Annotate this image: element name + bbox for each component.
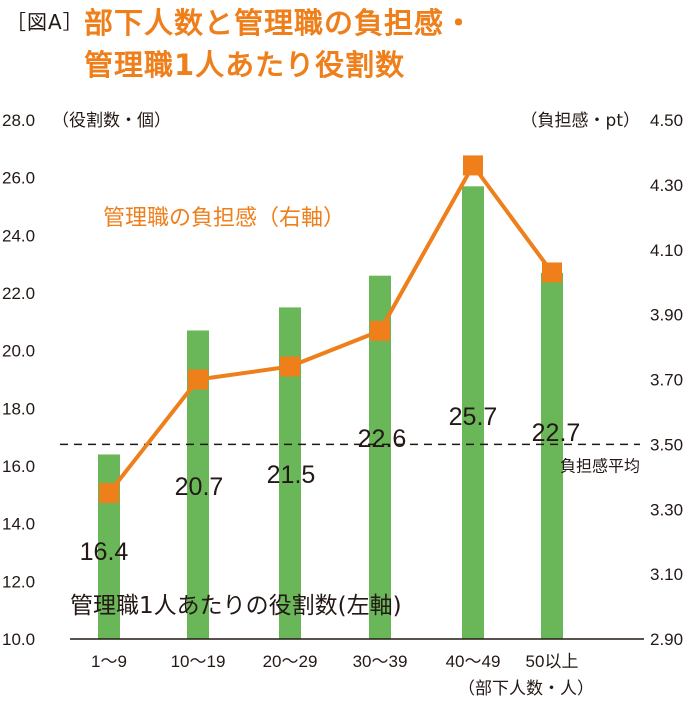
- chart-title-line-1: 部下人数と管理職の負担感・: [84, 6, 475, 40]
- chart-title-line-2: 管理職1人あたり役割数: [84, 48, 406, 82]
- bar-value-label: 21.5: [267, 461, 316, 489]
- figure-label: ［図A］: [6, 10, 84, 34]
- line-marker: [370, 320, 390, 341]
- left-axis-tick-label: 14.0: [2, 515, 35, 534]
- right-axis-tick-label: 4.30: [650, 176, 683, 195]
- x-axis-category-label: 50以上: [526, 652, 579, 671]
- line-marker: [463, 155, 483, 176]
- bar: [279, 307, 301, 639]
- x-axis-category-label: 1〜9: [91, 652, 127, 671]
- line-marker: [280, 356, 300, 377]
- right-axis-tick-label: 2.90: [650, 630, 683, 649]
- line-marker: [99, 483, 119, 504]
- x-axis-category-label: 40〜49: [446, 652, 501, 671]
- right-axis-tick-label: 3.90: [650, 306, 683, 325]
- bar: [369, 275, 391, 639]
- right-axis-label: （負担感・pt）: [521, 111, 640, 131]
- bar-value-label: 22.6: [358, 425, 407, 453]
- x-axis-category-label: 10〜19: [171, 652, 226, 671]
- right-axis-tick-label: 3.70: [650, 371, 683, 390]
- left-axis-tick-label: 26.0: [2, 169, 35, 188]
- bar: [462, 186, 484, 640]
- x-axis-category-label: 30〜39: [353, 652, 408, 671]
- right-axis-tick-label: 3.50: [650, 435, 683, 454]
- bar-value-label: 25.7: [449, 403, 498, 431]
- x-axis-label: （部下人数・人）: [458, 679, 594, 699]
- burden-line: [107, 163, 554, 495]
- left-axis-tick-label: 18.0: [2, 399, 35, 418]
- left-axis-tick-label: 20.0: [2, 342, 35, 361]
- left-axis-tick-label: 10.0: [2, 630, 35, 649]
- left-axis-label: （役割数・個）: [52, 111, 171, 131]
- right-axis-tick-label: 4.10: [650, 241, 683, 260]
- left-axis-tick-label: 12.0: [2, 572, 35, 591]
- average-reference-label: 負担感平均: [560, 456, 640, 475]
- left-axis-tick-label: 24.0: [2, 226, 35, 245]
- bar-value-label: 22.7: [532, 419, 581, 447]
- bar: [541, 272, 563, 639]
- bar: [187, 330, 209, 639]
- line-marker: [188, 369, 208, 390]
- bar-value-label: 16.4: [80, 538, 129, 566]
- right-axis-tick-label: 3.30: [650, 500, 683, 519]
- line-marker: [542, 262, 562, 283]
- left-axis-tick-label: 28.0: [2, 111, 35, 130]
- left-axis-tick-label: 16.0: [2, 457, 35, 476]
- x-axis-category-label: 20〜29: [263, 652, 318, 671]
- bar-series-label: 管理職1人あたりの役割数(左軸): [70, 593, 402, 619]
- line-series-label: 管理職の負担感（右軸）: [103, 206, 345, 231]
- left-axis-tick-label: 22.0: [2, 284, 35, 303]
- bar-value-label: 20.7: [175, 473, 224, 501]
- right-axis-tick-label: 3.10: [650, 565, 683, 584]
- right-axis-tick-label: 4.50: [650, 111, 683, 130]
